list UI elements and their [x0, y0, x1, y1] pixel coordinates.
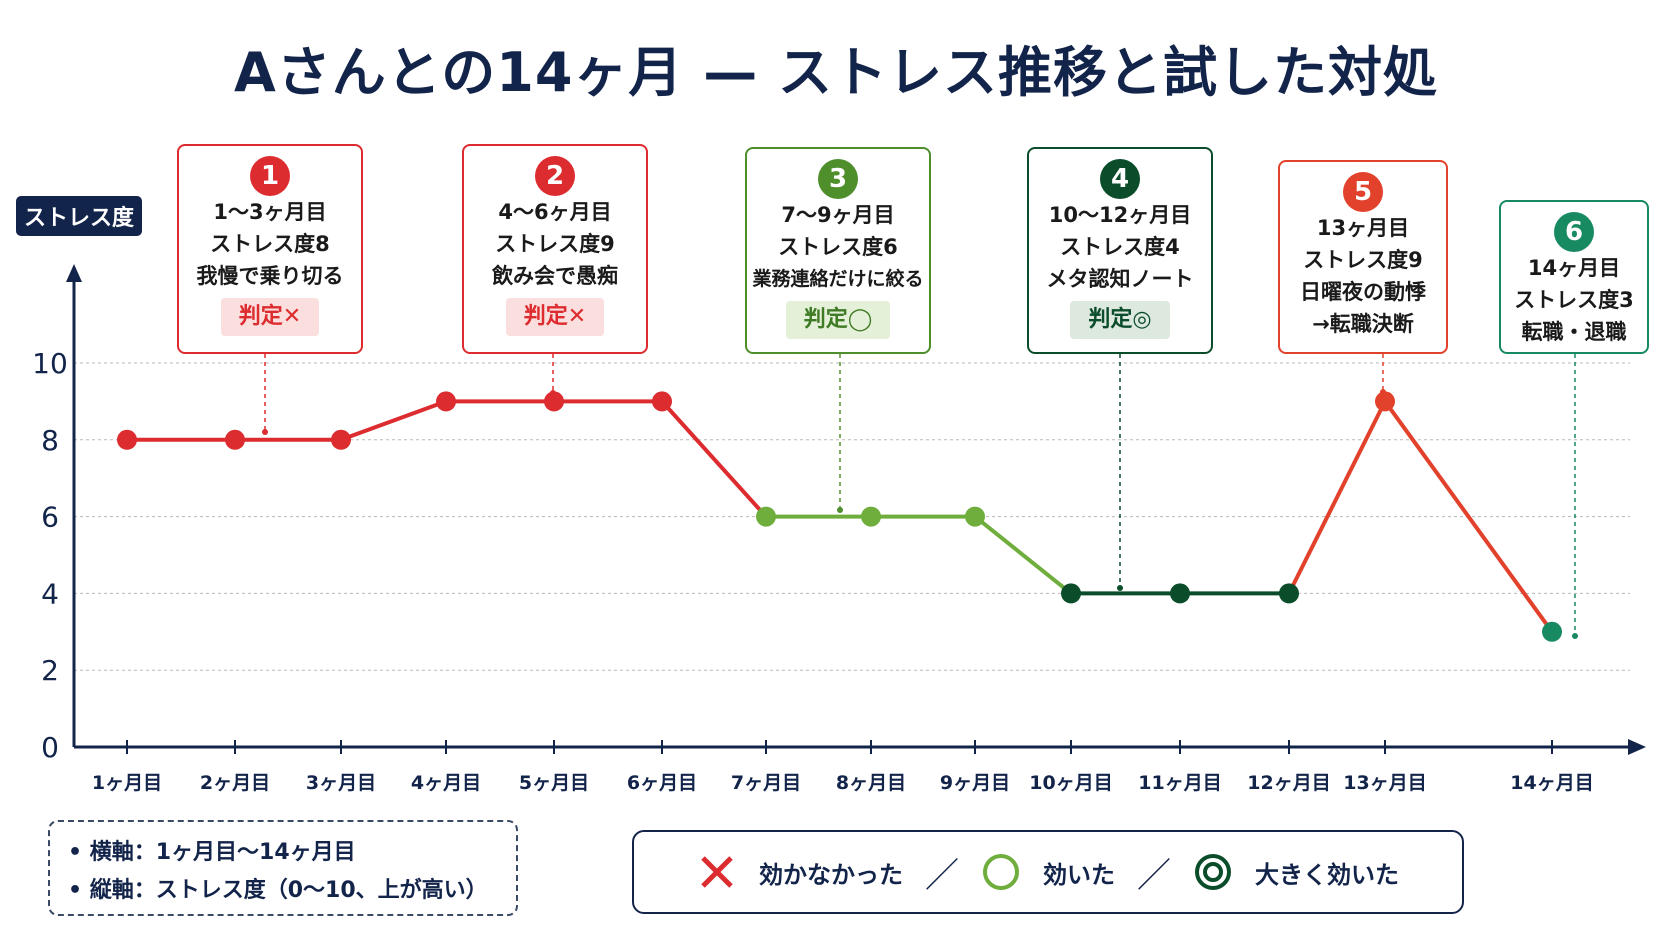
- x-tick-label: 5ヶ月目: [519, 772, 589, 794]
- annotation-text: 転職・退職: [1521, 320, 1627, 344]
- x-axis-arrow: [1628, 739, 1646, 755]
- annotation-text: 7〜9ヶ月目: [781, 203, 895, 227]
- legend: 効かなかった ／ 効いた ／ 大きく効いた: [632, 830, 1464, 914]
- legend-separator: ／: [1137, 855, 1171, 896]
- x-tick-label: 9ヶ月目: [940, 772, 1010, 794]
- y-tick-label: 2: [41, 654, 59, 687]
- annotation-box-1: 1 1〜3ヶ月目 ストレス度8 我慢で乗り切る判定✕: [177, 144, 363, 354]
- series-line-segment: [1287, 399, 1387, 596]
- annotation-box-3: 3 7〜9ヶ月目 ストレス度6 業務連絡だけに絞る判定◯: [745, 147, 931, 354]
- y-axis-arrow: [66, 264, 82, 282]
- annotation-number-badge: 1: [250, 156, 290, 196]
- circle-icon: [981, 852, 1021, 892]
- annotation-connector-dot: [1572, 633, 1578, 639]
- series-line-segment: [339, 399, 448, 442]
- annotation-text: ストレス度4: [1060, 235, 1180, 259]
- x-tick-label: 13ヶ月目: [1343, 772, 1426, 794]
- series-line-segment: [1383, 399, 1554, 634]
- verdict-badge: 判定◯: [785, 301, 891, 339]
- annotation-number-badge: 3: [818, 159, 858, 199]
- series-line-segment: [660, 399, 768, 519]
- x-tick-label: 2ヶ月目: [200, 772, 270, 794]
- x-tick-label: 14ヶ月目: [1510, 772, 1593, 794]
- annotation-number-badge: 4: [1100, 159, 1140, 199]
- verdict-badge: 判定✕: [505, 298, 605, 336]
- annotation-text: メタ認知ノート: [1046, 267, 1194, 291]
- annotation-text: 13ヶ月目: [1316, 216, 1410, 240]
- annotation-text: 我慢で乗り切る: [196, 264, 344, 288]
- legend-separator: ／: [925, 855, 959, 896]
- series-line-segment: [973, 514, 1073, 596]
- annotation-text: ストレス度8: [210, 232, 330, 256]
- annotation-connector-dot: [262, 429, 268, 435]
- y-tick-label: 8: [41, 424, 59, 457]
- y-tick-label: 4: [41, 577, 59, 610]
- annotation-text: 飲み会で愚痴: [492, 264, 618, 288]
- x-tick-label: 12ヶ月目: [1247, 772, 1330, 794]
- data-point: [1279, 583, 1299, 604]
- x-tick-label: 4ヶ月目: [411, 772, 481, 794]
- annotation-text: 14ヶ月目: [1527, 256, 1621, 280]
- annotation-connector-dot: [1380, 389, 1386, 395]
- annotation-box-5: 5 13ヶ月目ストレス度9 日曜夜の動悸 →転職決断: [1278, 160, 1448, 354]
- data-point: [1170, 583, 1190, 604]
- data-point: [1061, 583, 1081, 604]
- data-point: [331, 429, 351, 450]
- annotation-text: ストレス度9: [495, 232, 615, 256]
- annotation-text: 日曜夜の動悸: [1300, 280, 1426, 304]
- annotation-box-6: 6 14ヶ月目ストレス度3 転職・退職: [1499, 200, 1649, 354]
- annotation-number-badge: 5: [1343, 172, 1383, 212]
- annotation-text: →転職決断: [1312, 312, 1414, 336]
- chart-title: Aさんとの14ヶ月 — ストレス推移と試した対処: [234, 41, 1438, 104]
- legend-label-effective: 効いた: [1043, 860, 1115, 889]
- annotation-connector-dot: [550, 390, 556, 396]
- y-tick-label: 10: [32, 347, 68, 380]
- annotation-text: 1〜3ヶ月目: [213, 200, 327, 224]
- data-point: [544, 391, 564, 412]
- cross-icon: [697, 852, 737, 892]
- annotation-text: ストレス度6: [778, 235, 898, 259]
- x-tick-label: 7ヶ月目: [731, 772, 801, 794]
- double-circle-icon: [1193, 852, 1233, 892]
- data-point: [756, 506, 776, 527]
- x-tick-label: 10ヶ月目: [1029, 772, 1112, 794]
- annotation-box-2: 2 4〜6ヶ月目 ストレス度9 飲み会で愚痴判定✕: [462, 144, 648, 354]
- data-point: [861, 506, 881, 527]
- x-tick-label: 6ヶ月目: [627, 772, 697, 794]
- verdict-badge: 判定✕: [220, 298, 320, 336]
- axis-notes: • 横軸：1ヶ月目〜14ヶ月目 • 縦軸：ストレス度（0〜10、上が高い）: [48, 820, 518, 916]
- legend-label-very-effective: 大きく効いた: [1255, 860, 1399, 889]
- annotation-text: 10〜12ヶ月目: [1048, 203, 1192, 227]
- annotation-text: 業務連絡だけに絞る: [752, 268, 924, 290]
- data-point: [1542, 621, 1562, 642]
- annotation-number-badge: 6: [1554, 212, 1594, 252]
- annotation-connector-dot: [837, 507, 843, 513]
- note-x-axis: • 横軸：1ヶ月目〜14ヶ月目: [68, 840, 356, 865]
- y-axis-label: ストレス度: [16, 196, 143, 236]
- data-point: [1375, 391, 1395, 412]
- annotation-text: 4〜6ヶ月目: [498, 200, 612, 224]
- x-tick-label: 3ヶ月目: [306, 772, 376, 794]
- note-y-axis: • 縦軸：ストレス度（0〜10、上が高い）: [68, 878, 488, 903]
- annotation-text: ストレス度9: [1303, 248, 1423, 272]
- y-tick-label: 0: [41, 731, 59, 764]
- data-point: [117, 429, 137, 450]
- verdict-badge: 判定◎: [1070, 301, 1170, 339]
- data-point: [436, 391, 456, 412]
- annotation-number-badge: 2: [535, 156, 575, 196]
- x-tick-label: 11ヶ月目: [1138, 772, 1221, 794]
- annotation-box-4: 4 10〜12ヶ月目 ストレス度4 メタ認知ノート判定◎: [1027, 147, 1213, 354]
- x-tick-label: 8ヶ月目: [836, 772, 906, 794]
- annotation-text: ストレス度3: [1514, 288, 1634, 312]
- data-point: [965, 506, 985, 527]
- y-tick-label: 6: [41, 501, 59, 534]
- legend-label-ineffective: 効かなかった: [759, 860, 903, 889]
- data-point: [652, 391, 672, 412]
- x-tick-label: 1ヶ月目: [92, 772, 162, 794]
- annotation-connector-dot: [1117, 585, 1123, 591]
- data-point: [225, 429, 245, 450]
